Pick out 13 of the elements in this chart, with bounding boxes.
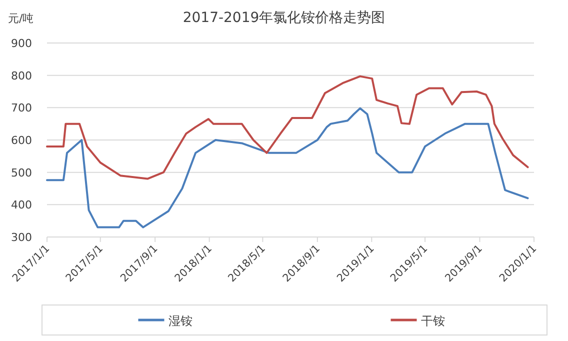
y-tick-label: 900 bbox=[11, 37, 32, 50]
y-tick-label: 800 bbox=[11, 69, 32, 82]
line-series bbox=[46, 75, 529, 180]
y-tick-label: 300 bbox=[11, 231, 32, 244]
legend-label: 干铵 bbox=[420, 314, 445, 328]
legend-label: 湿铵 bbox=[168, 314, 192, 328]
y-tick-label: 500 bbox=[11, 166, 32, 180]
chart-title: 2017-2019年氯化铵价格走势图 bbox=[182, 10, 386, 26]
y-tick-label: 600 bbox=[11, 134, 32, 147]
y-tick-label: 700 bbox=[11, 102, 32, 115]
y-tick-label: 400 bbox=[11, 198, 32, 212]
line-series bbox=[46, 107, 529, 228]
y-axis-title: 元/吨 bbox=[8, 12, 34, 25]
